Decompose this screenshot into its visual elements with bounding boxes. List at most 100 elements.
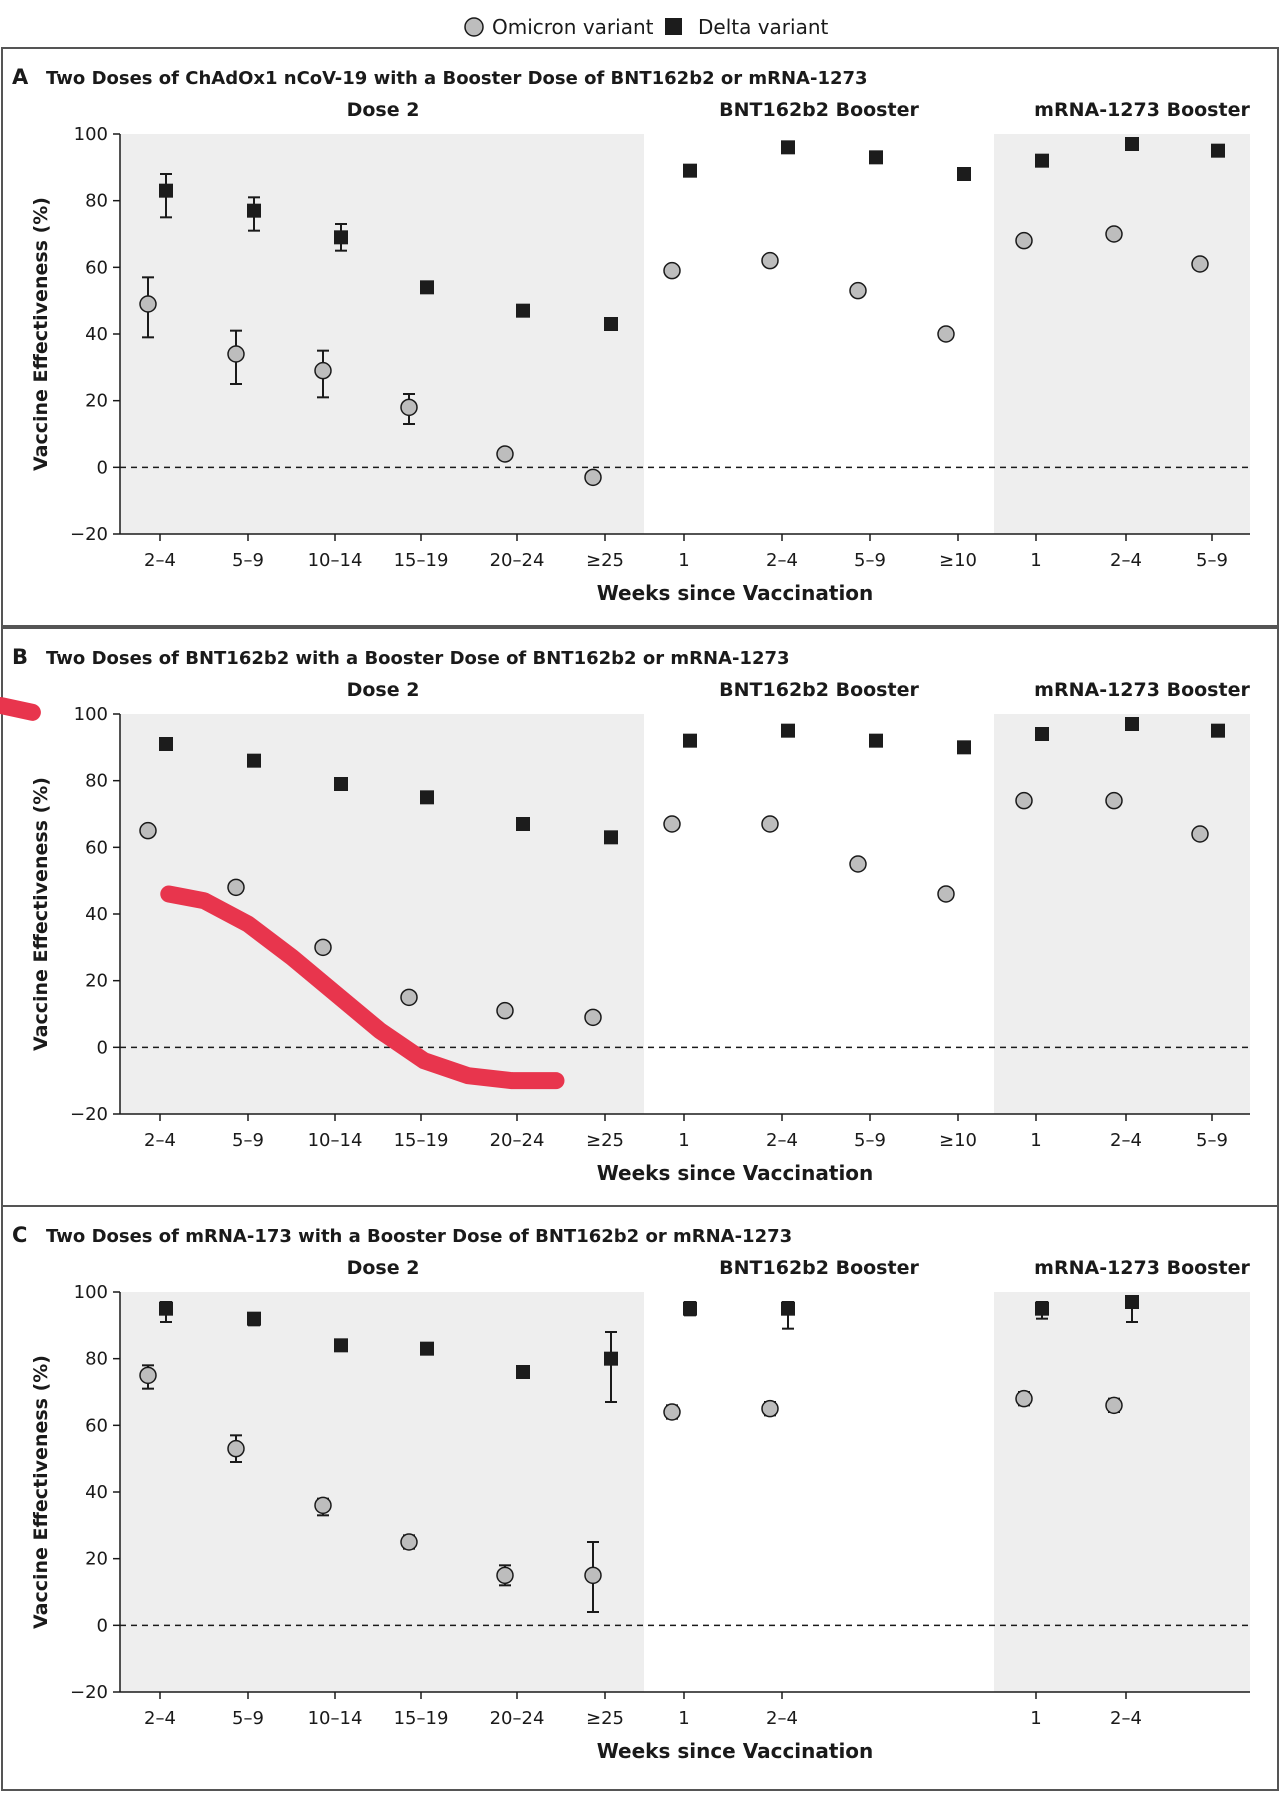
panel-letter: C [12,1223,27,1247]
x-tick-label: 5–9 [854,550,886,571]
x-tick-label: 20–24 [490,550,545,571]
omicron-point [496,445,514,463]
y-tick-label: 60 [85,257,108,278]
delta-point [781,1301,795,1316]
omicron-point [400,988,418,1007]
x-tick-label: 15–19 [394,550,449,571]
omicron-point [1191,255,1209,273]
y-axis-label: Vaccine Effectiveness (%) [30,777,52,1051]
omicron-point [584,1008,602,1027]
delta-point [159,1301,173,1316]
y-tick-label: 80 [85,191,108,212]
omicron-point [937,325,955,343]
y-tick-label: 20 [85,971,108,992]
delta-point [420,790,434,805]
x-tick-label: 2–4 [1110,550,1142,571]
omicron-point [761,251,779,270]
omicron-point [1015,791,1033,810]
panel-title: Two Doses of BNT162b2 with a Booster Dos… [46,648,790,669]
delta-point [159,737,173,751]
omicron-point [400,1533,418,1551]
y-tick-label: 100 [74,704,108,725]
panel-letter: A [12,65,29,89]
delta-point [781,723,795,738]
y-tick-label: 40 [85,1482,108,1503]
delta-point [247,753,261,768]
panel-a: A Two Doses of ChAdOx1 nCoV-19 with a Boo… [1,47,1279,627]
annotation-stroke [0,696,41,721]
x-tick-label: 2–4 [1110,1708,1142,1729]
omicron-point [663,815,681,833]
x-tick-label: 1 [678,1130,689,1151]
omicron-point [227,878,245,897]
x-tick-label: 5–9 [1196,1130,1228,1151]
x-tick-label: 15–19 [394,1708,449,1729]
y-tick-label: 80 [85,1349,108,1370]
group-label: Dose 2 [347,679,420,701]
y-tick-label: 100 [74,124,108,145]
x-tick-label: 1 [678,550,689,571]
group-label: BNT162b2 Booster [719,679,919,701]
omicron-point [227,345,245,363]
shaded-region [120,714,644,1114]
y-tick-label: 60 [85,1415,108,1436]
delta-point [1125,1295,1139,1309]
legend: Omicron variant Delta variant [464,15,829,39]
delta-point [334,1338,348,1353]
omicron-point [584,468,602,487]
x-tick-label: 2–4 [144,1708,176,1729]
delta-point [1035,727,1049,741]
x-tick-label: ≥25 [586,550,624,571]
legend-delta-label: Delta variant [698,15,829,39]
x-tick-label: 1 [1030,1130,1041,1151]
x-tick-label: ≥10 [939,550,977,571]
legend-delta-marker [665,18,682,35]
x-tick-label: 2–4 [1110,1130,1142,1151]
x-tick-label: 5–9 [1196,550,1228,571]
group-label: Dose 2 [347,1257,420,1279]
delta-point [516,1365,530,1379]
delta-point [516,817,530,831]
delta-point [420,280,434,295]
omicron-point [139,295,157,313]
omicron-point [496,1566,514,1585]
delta-point [604,317,618,331]
omicron-point [584,1566,602,1585]
x-tick-label: 20–24 [490,1708,545,1729]
delta-point [1125,137,1139,151]
delta-point [869,150,883,165]
panel-title: Two Doses of ChAdOx1 nCoV-19 with a Boos… [46,68,868,89]
delta-point [683,1301,697,1316]
delta-point [604,830,618,845]
group-label: BNT162b2 Booster [719,1257,919,1279]
omicron-point [1105,225,1123,243]
y-tick-label: 80 [85,771,108,792]
x-tick-label: 5–9 [854,1130,886,1151]
delta-point [869,733,883,748]
omicron-point [1105,791,1123,810]
x-tick-label: 20–24 [490,1130,545,1151]
omicron-point [227,1439,245,1458]
omicron-point [761,815,779,833]
delta-point [781,140,795,155]
delta-point [420,1341,434,1356]
x-axis-label: Weeks since Vaccination [597,581,874,605]
delta-point [957,167,971,181]
x-tick-label: 5–9 [232,1130,264,1151]
omicron-point [314,1496,332,1515]
delta-point [957,740,971,755]
panels: A Two Doses of ChAdOx1 nCoV-19 with a Boo… [0,47,1279,1791]
x-tick-label: 2–4 [144,1130,176,1151]
y-tick-label: 20 [85,391,108,412]
x-tick-label: 5–9 [232,1708,264,1729]
delta-point [1125,717,1139,731]
delta-point [159,183,173,198]
shaded-region [994,1292,1250,1692]
legend-omicron-marker [464,17,484,37]
x-axis-label: Weeks since Vaccination [597,1739,874,1763]
delta-point [1035,1301,1049,1316]
y-tick-label: 0 [97,1615,108,1636]
y-tick-label: 100 [74,1282,108,1303]
